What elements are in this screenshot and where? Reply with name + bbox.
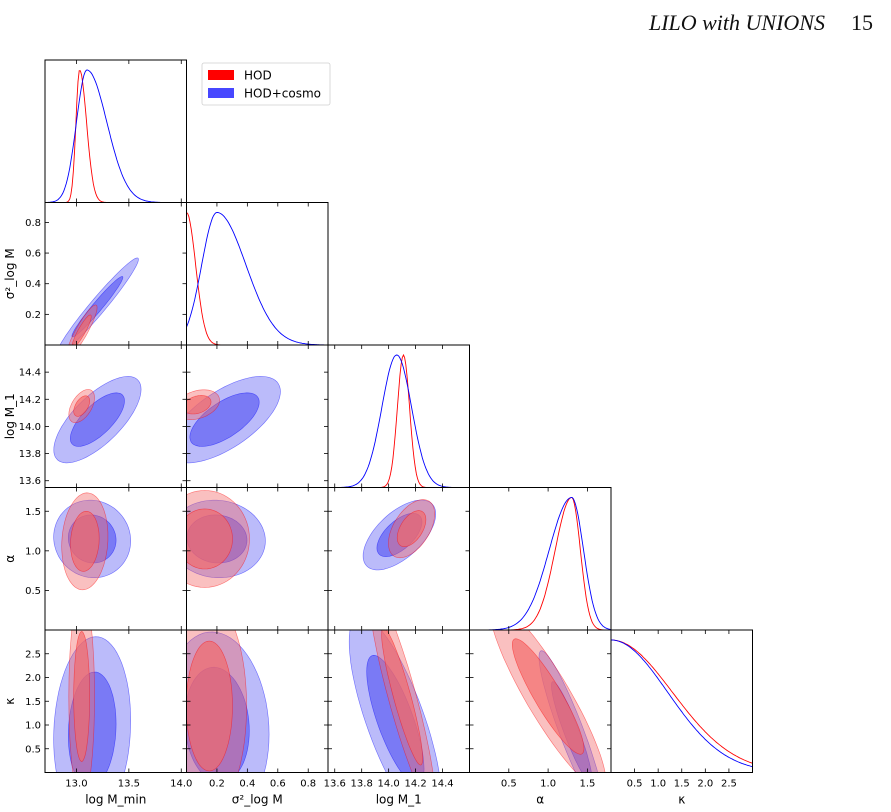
- y-tick-label: 0.6: [25, 249, 41, 260]
- hod-cosmo-contour-2-1: [186, 376, 281, 464]
- x-tick-label: 14.0: [170, 779, 192, 790]
- hod-cosmo-marginal-0: [44, 69, 187, 203]
- x-tick-label: 0.4: [239, 779, 255, 790]
- x-tick-label: 1.5: [674, 779, 690, 790]
- page-header: LILO with UNIONS 15: [649, 10, 873, 36]
- y-axis-label-2: log M_1: [3, 393, 17, 439]
- page-number: 15: [851, 10, 873, 35]
- y-tick-label: 13.8: [19, 449, 41, 460]
- hod-contour-3-0: [61, 492, 109, 591]
- y-tick-label: 2.5: [25, 649, 41, 660]
- x-tick-label: 0.5: [627, 779, 643, 790]
- panel-2-2: [327, 344, 470, 488]
- hod-cosmo-marginal-1: [186, 212, 328, 346]
- hod-contour-4-2: [372, 630, 434, 773]
- inner-level: [69, 392, 125, 447]
- x-axis-label-0: log M_min: [85, 793, 146, 807]
- hod-marginal-4: [611, 639, 753, 764]
- hod-marginal-2: [328, 353, 470, 488]
- panel-4-4: [610, 629, 753, 773]
- x-axis-label-3: α: [536, 793, 544, 807]
- y-tick-label: 1.0: [25, 546, 41, 557]
- x-axis-label-4: κ: [678, 793, 685, 807]
- inner-level: [186, 640, 233, 772]
- legend-label-0: HOD: [244, 69, 272, 83]
- inner-level: [73, 631, 91, 762]
- x-axis-label-2: log M_1: [376, 793, 422, 807]
- y-axis-label-3: α: [3, 555, 17, 563]
- hod-contour-4-0: [68, 630, 95, 773]
- hod-contour-1-0: [68, 304, 98, 345]
- x-tick-label: 0.6: [270, 779, 286, 790]
- panel-1-0: [44, 202, 187, 346]
- hod-cosmo-marginal-3: [469, 497, 612, 631]
- legend-label-1: HOD+cosmo: [244, 87, 321, 101]
- y-tick-label: 1.0: [25, 721, 41, 732]
- tick-marks: [45, 60, 730, 773]
- hod-contour-4-3: [493, 630, 606, 773]
- legend-swatch-1: [208, 88, 234, 98]
- hod-contour-2-0: [68, 389, 95, 424]
- y-tick-label: 0.8: [25, 218, 41, 229]
- inner-level: [186, 395, 212, 415]
- hod-contour-4-1: [186, 630, 247, 773]
- x-tick-label: 1.0: [540, 779, 556, 790]
- y-tick-label: 14.4: [19, 368, 41, 379]
- y-tick-label: 2.0: [25, 673, 41, 684]
- x-tick-label: 2.0: [697, 779, 713, 790]
- page-running-title: LILO with UNIONS: [648, 10, 825, 35]
- x-tick-label: 14.2: [404, 779, 426, 790]
- x-tick-label: 14.0: [378, 779, 400, 790]
- hod-contour-3-1: [186, 490, 250, 588]
- x-tick-label: 13.8: [351, 779, 373, 790]
- x-tick-label: 0.2: [209, 779, 225, 790]
- inner-level: [71, 314, 92, 345]
- x-tick-label: 13.5: [118, 779, 140, 790]
- tick-labels: 13.0 13.5 14.0 0.2 0.4 0.6 0.8 13.6 13.8 14.0 14.2…: [3, 218, 737, 807]
- y-tick-label: 14.2: [19, 395, 41, 406]
- hod-cosmo-contour-1-0: [59, 257, 139, 345]
- hod-cosmo-marginal-2: [328, 354, 470, 488]
- x-tick-label: 0.8: [300, 779, 316, 790]
- y-tick-label: 0.5: [25, 586, 41, 597]
- inner-level: [70, 510, 100, 572]
- hod-contour-2-1: [186, 389, 220, 421]
- panel-1-1: [186, 202, 329, 346]
- x-tick-label: 1.0: [650, 779, 666, 790]
- y-tick-label: 1.5: [25, 697, 41, 708]
- contour-fills: [53, 257, 606, 773]
- y-tick-label: 13.6: [19, 476, 41, 487]
- y-tick-label: 1.5: [25, 507, 41, 518]
- hod-marginal-1: [186, 212, 328, 346]
- hod-cosmo-contour-2-0: [53, 376, 142, 464]
- x-tick-label: 13.0: [65, 779, 87, 790]
- x-tick-label: 1.5: [579, 779, 595, 790]
- x-tick-label: 14.4: [431, 779, 453, 790]
- inner-level: [381, 630, 423, 766]
- x-tick-label: 0.5: [501, 779, 517, 790]
- legend-swatch-0: [208, 70, 234, 80]
- hod-contour-3-2: [388, 499, 436, 559]
- y-tick-label: 14.0: [19, 422, 41, 433]
- hod-marginal-3: [469, 497, 611, 631]
- x-tick-label: 13.6: [324, 779, 346, 790]
- panel-0-0: [44, 59, 187, 203]
- inner-level: [511, 638, 585, 755]
- y-axis-label-4: κ: [3, 698, 17, 705]
- y-axis-label-1: σ²_log M: [3, 248, 17, 299]
- y-tick-label: 0.4: [25, 279, 41, 290]
- y-tick-label: 0.2: [25, 310, 41, 321]
- inner-level: [73, 395, 91, 417]
- legend: HOD HOD+cosmo: [201, 62, 331, 106]
- x-tick-label: 2.5: [721, 779, 737, 790]
- inner-level: [189, 392, 260, 447]
- x-axis-label-1: σ²_log M: [232, 793, 283, 807]
- inner-level: [396, 510, 427, 548]
- inner-level: [186, 508, 233, 570]
- hod-cosmo-marginal-4: [611, 639, 753, 768]
- y-tick-label: 0.5: [25, 744, 41, 755]
